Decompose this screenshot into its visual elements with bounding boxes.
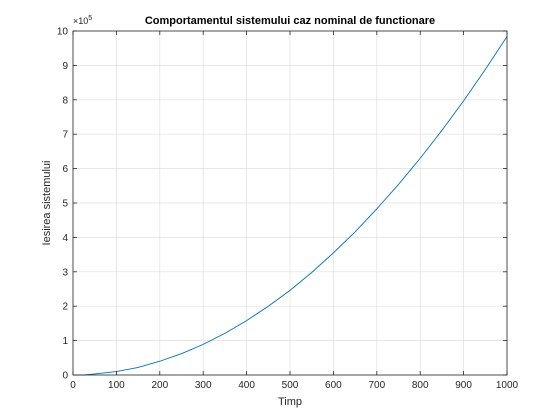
y-axis-label: Iesirea sistemului <box>41 161 53 246</box>
x-tick-label: 500 <box>282 380 299 391</box>
x-tick-label: 800 <box>412 380 429 391</box>
y-tick-label: 0 <box>62 371 68 382</box>
y-tick-label: 6 <box>62 164 68 175</box>
x-tick-label: 200 <box>151 380 168 391</box>
y-tick-label: 7 <box>62 130 68 141</box>
y-tick-label: 8 <box>62 95 68 106</box>
y-multiplier-base: ×10 <box>73 16 88 26</box>
y-tick-label: 3 <box>62 267 68 278</box>
x-tick-label: 300 <box>195 380 212 391</box>
y-tick-label: 9 <box>62 61 68 72</box>
chart-title: Comportamentul sistemului caz nominal de… <box>145 15 435 27</box>
y-tick-label: 5 <box>62 199 68 210</box>
x-tick-label: 0 <box>70 380 76 391</box>
y-tick-label: 2 <box>62 302 68 313</box>
x-tick-label: 900 <box>455 380 472 391</box>
x-tick-label: 100 <box>108 380 125 391</box>
y-tick-label: 4 <box>62 233 68 244</box>
x-axis-label: Timp <box>278 396 302 408</box>
x-tick-label: 700 <box>368 380 385 391</box>
y-tick-label: 1 <box>62 336 68 347</box>
y-tick-label: 10 <box>57 27 69 38</box>
x-tick-label: 1000 <box>496 380 519 391</box>
x-tick-label: 600 <box>325 380 342 391</box>
x-tick-label: 400 <box>238 380 255 391</box>
y-multiplier-exponent: 5 <box>88 15 92 22</box>
